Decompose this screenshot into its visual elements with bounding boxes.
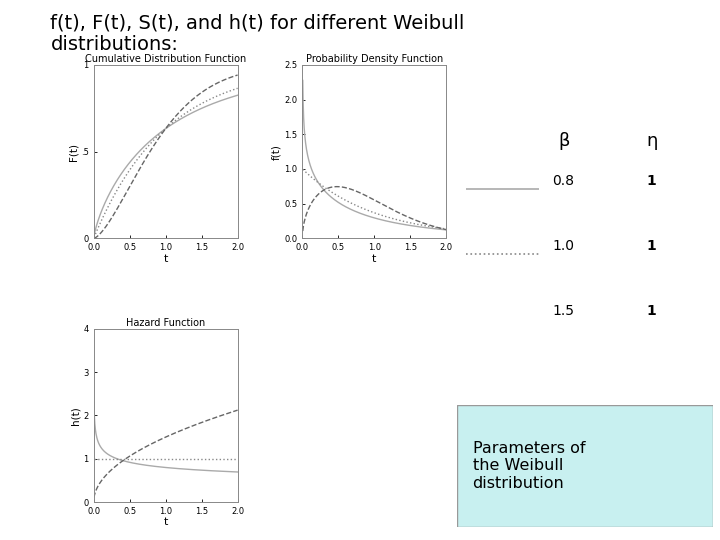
Text: 1: 1: [647, 239, 657, 253]
Y-axis label: F(t): F(t): [68, 143, 78, 160]
Text: β: β: [558, 132, 570, 150]
Text: distributions:: distributions:: [50, 35, 179, 54]
Text: Parameters of
the Weibull
distribution: Parameters of the Weibull distribution: [472, 441, 585, 491]
Text: f(t), F(t), S(t), and h(t) for different Weibull: f(t), F(t), S(t), and h(t) for different…: [50, 14, 465, 32]
X-axis label: t: t: [372, 254, 377, 264]
Text: 0.8: 0.8: [553, 174, 575, 188]
Text: 1.0: 1.0: [553, 239, 575, 253]
Title: Probability Density Function: Probability Density Function: [306, 54, 443, 64]
X-axis label: t: t: [163, 517, 168, 528]
Text: 1.5: 1.5: [553, 303, 575, 318]
Title: Cumulative Distribution Function: Cumulative Distribution Function: [85, 54, 246, 64]
Title: Hazard Function: Hazard Function: [126, 318, 205, 328]
Text: 1: 1: [647, 303, 657, 318]
Text: η: η: [646, 132, 657, 150]
Text: 1: 1: [647, 174, 657, 188]
X-axis label: t: t: [163, 254, 168, 264]
Y-axis label: f(t): f(t): [271, 144, 282, 159]
Y-axis label: h(t): h(t): [71, 406, 81, 425]
